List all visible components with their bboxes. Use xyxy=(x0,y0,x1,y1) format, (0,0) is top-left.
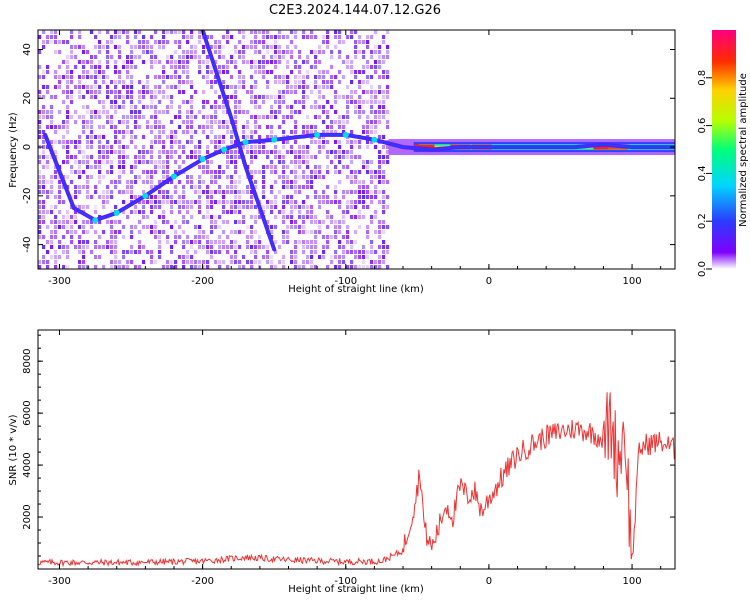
chart-title: C2E3.2024.144.07.12.G26 xyxy=(269,3,441,18)
x-tick-label: -100 xyxy=(334,576,357,587)
colorbar-tick-label: 0.0 xyxy=(697,261,708,277)
spectrogram-frame xyxy=(37,29,676,270)
colorbar-label: Normalized spectral amplitude xyxy=(738,73,749,227)
y-tick-label: 20 xyxy=(22,92,33,105)
y-tick-label: -40 xyxy=(22,236,33,252)
snr-frame xyxy=(37,329,676,570)
x-tick-label: 0 xyxy=(486,276,492,287)
snr-ylabel: SNR (10 * v/v) xyxy=(8,414,19,485)
ridge-point xyxy=(199,156,206,163)
ridge-point xyxy=(92,217,99,224)
x-tick-label: -300 xyxy=(48,276,71,287)
y-tick-label: 0 xyxy=(22,144,33,150)
snr-axes: -300 -200 -100 0 100 2000 4000 6000 8000 xyxy=(22,330,675,587)
x-tick-label: 100 xyxy=(623,576,642,587)
x-tick-label: -300 xyxy=(48,576,71,587)
y-tick-label: -20 xyxy=(22,188,33,204)
colorbar-tick-label: 0.2 xyxy=(697,213,708,229)
ridge-point xyxy=(221,146,228,153)
colorbar-ticks: 0.0 0.2 0.4 0.6 0.8 xyxy=(697,70,712,277)
ridge-point xyxy=(371,136,378,143)
colorbar-tick-label: 0.4 xyxy=(697,165,708,181)
x-tick-label: -200 xyxy=(191,276,214,287)
y-tick-label: 6000 xyxy=(22,400,33,425)
x-tick-label: -100 xyxy=(334,276,357,287)
y-tick-label: 40 xyxy=(22,43,33,56)
ridge-point xyxy=(142,192,149,199)
y-tick-label: 2000 xyxy=(22,504,33,529)
ridge-point xyxy=(342,131,349,138)
spectrogram-xlabel: Height of straight line (km) xyxy=(288,284,424,295)
ridge-point xyxy=(170,173,177,180)
y-tick-label: 8000 xyxy=(22,348,33,373)
snr-xlabel: Height of straight line (km) xyxy=(288,584,424,595)
colorbar-tick-label: 0.8 xyxy=(697,70,708,86)
x-tick-label: -200 xyxy=(191,576,214,587)
colorbar: 0.0 0.2 0.4 0.6 0.8 Normalized spectral ampl… xyxy=(697,30,749,277)
y-tick-label: 4000 xyxy=(22,452,33,477)
ridge-point xyxy=(314,131,321,138)
ridge-point xyxy=(113,209,120,216)
x-tick-label: 0 xyxy=(486,576,492,587)
snr-panel: -300 -200 -100 0 100 2000 4000 6000 8000 Height … xyxy=(8,329,676,595)
snr-series-line xyxy=(38,392,675,568)
ridge-point xyxy=(271,136,278,143)
spectrogram-heatmap xyxy=(38,30,675,269)
spectrogram-ylabel: Frequency (Hz) xyxy=(8,112,19,188)
colorbar-gradient xyxy=(712,30,736,269)
snr-plot-area xyxy=(38,330,675,569)
colorbar-tick-label: 0.6 xyxy=(697,118,708,134)
x-tick-label: 100 xyxy=(623,276,642,287)
ridge-point xyxy=(242,139,249,146)
